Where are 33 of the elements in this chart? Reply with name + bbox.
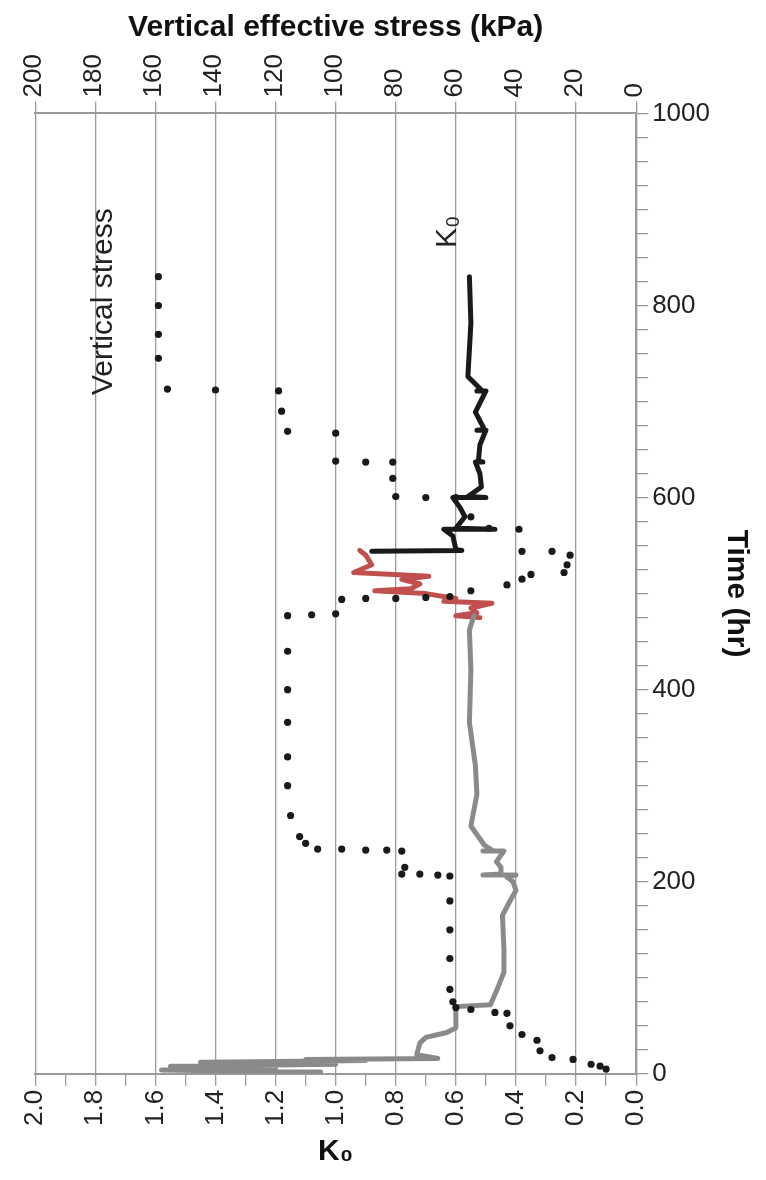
x-tick-label: 0.6 bbox=[439, 1089, 470, 1127]
x-tick-label: 1.8 bbox=[78, 1089, 109, 1127]
y-tick-label: 800 bbox=[652, 288, 696, 319]
x-axis-title: K₀ bbox=[318, 1133, 354, 1167]
x2-tick-label: 60 bbox=[437, 68, 468, 98]
y-tick-label: 1000 bbox=[652, 96, 710, 127]
x-tick-label: 1.4 bbox=[198, 1089, 229, 1127]
text: Vertical stress bbox=[84, 208, 118, 396]
x-tick-label: 1.2 bbox=[258, 1089, 289, 1127]
x2-tick-label: 120 bbox=[257, 53, 288, 98]
y-tick-label: 0 bbox=[652, 1057, 667, 1088]
x2-tick-label: 160 bbox=[137, 53, 168, 98]
x2-tick-label: 40 bbox=[497, 68, 528, 98]
x-tick-label: 0.2 bbox=[559, 1089, 590, 1127]
text: K₀ bbox=[428, 215, 462, 248]
x2-tick-label: 180 bbox=[77, 53, 108, 98]
x-tick-label: 0.4 bbox=[499, 1089, 530, 1127]
x2-tick-label: 20 bbox=[558, 68, 589, 98]
x2-axis-title: Vertical effective stress (kPa) bbox=[128, 9, 544, 43]
x-tick-label: 2.0 bbox=[18, 1089, 49, 1127]
y-tick-label: 200 bbox=[652, 864, 696, 895]
x-tick-label: 0.8 bbox=[378, 1089, 409, 1127]
x-tick-label: 1.6 bbox=[138, 1089, 169, 1127]
y-tick-label: 400 bbox=[652, 672, 696, 703]
x2-tick-label: 100 bbox=[317, 53, 348, 98]
x-tick-label: 1.0 bbox=[318, 1089, 349, 1127]
y-tick-label: 600 bbox=[652, 480, 696, 511]
x2-tick-label: 140 bbox=[197, 53, 228, 98]
x2-tick-label: 80 bbox=[377, 68, 408, 98]
x2-tick-label: 200 bbox=[17, 53, 48, 98]
y-axis-title: Time (hr) bbox=[721, 529, 755, 658]
x2-tick-label: 0 bbox=[618, 82, 649, 98]
x-tick-label: 0.0 bbox=[619, 1089, 650, 1127]
